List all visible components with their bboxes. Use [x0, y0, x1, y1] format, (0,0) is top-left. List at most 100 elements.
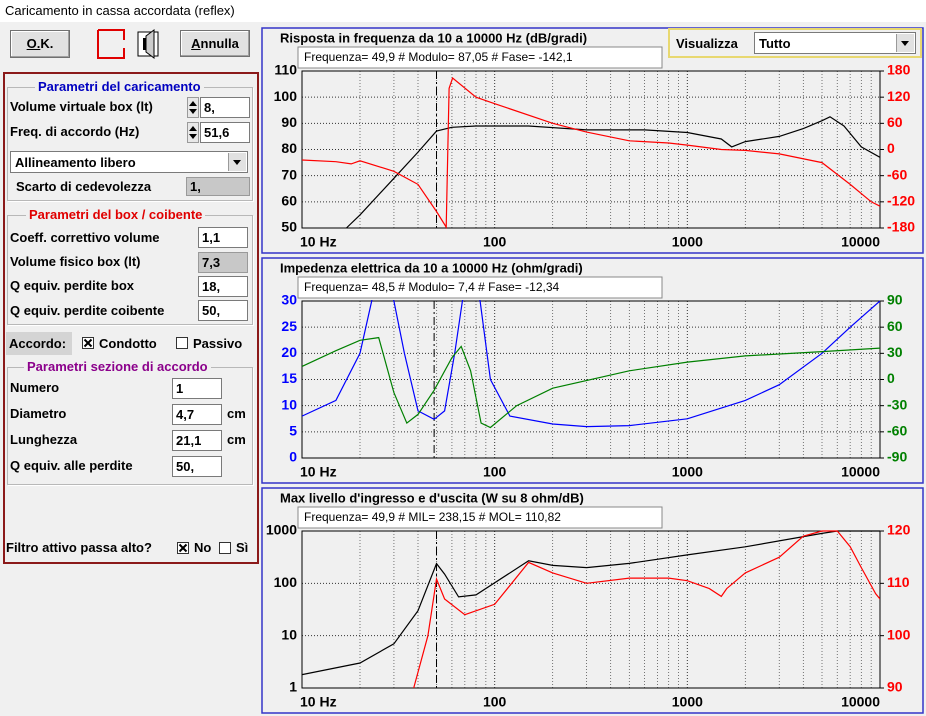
- text-input[interactable]: 50,: [198, 300, 248, 321]
- y-tick-label: 5: [289, 423, 297, 439]
- y-tick-label: 50: [281, 219, 297, 235]
- group-title: Parametri sezione di accordo: [24, 359, 211, 375]
- spin-button[interactable]: [187, 97, 199, 118]
- dropdown[interactable]: Allineamento libero: [10, 151, 248, 173]
- y2-tick-label: -30: [887, 396, 907, 412]
- x-tick-label: 100: [483, 234, 507, 250]
- text-input[interactable]: 21,1: [172, 430, 222, 451]
- y-tick-label: 80: [281, 140, 297, 156]
- chart-title: Impedenza elettrica da 10 a 10000 Hz (oh…: [280, 260, 583, 275]
- readout-box: [297, 276, 663, 299]
- text-input[interactable]: 1,1: [198, 227, 248, 248]
- y2-tick-label: 90: [887, 679, 903, 695]
- plot-frame: [301, 300, 881, 459]
- field-label: Volume virtuale box (lt): [10, 99, 153, 114]
- readout-box: [297, 46, 663, 69]
- text-input[interactable]: 50,: [172, 456, 222, 477]
- check-mark: [83, 338, 93, 348]
- y2-tick-label: -90: [887, 449, 907, 465]
- checkbox[interactable]: [176, 337, 188, 349]
- y-tick-label: 70: [281, 166, 297, 182]
- y2-tick-label: 30: [887, 344, 903, 360]
- x-tick-label: 10000: [841, 464, 880, 480]
- field-label: Scarto di cedevolezza: [16, 179, 152, 194]
- readout: Frequenza= 48,5 # Modulo= 7,4 # Fase= -1…: [304, 280, 560, 294]
- field-label: Q equiv. perdite coibente: [10, 303, 165, 318]
- x-tick-label: 10000: [841, 234, 880, 250]
- y-tick-label: 15: [281, 370, 297, 386]
- field-label: Freq. di accordo (Hz): [10, 124, 140, 139]
- checkbox[interactable]: [219, 542, 231, 554]
- checkbox[interactable]: [177, 542, 189, 554]
- y-tick-label: 100: [274, 88, 298, 104]
- cancel-button[interactable]: Annulla: [180, 30, 250, 57]
- chart-title: Max livello d'ingresso e d'uscita (W su …: [280, 490, 584, 505]
- speaker-icon: [97, 29, 159, 59]
- checkbox-label: Condotto: [99, 336, 157, 351]
- y-tick-label: 90: [281, 114, 297, 130]
- y2-tick-label: 120: [887, 88, 911, 104]
- series-line: [302, 336, 880, 429]
- y-tick-label: 0: [289, 449, 297, 465]
- y2-tick-label: 0: [887, 370, 895, 386]
- readonly-field: 1,: [186, 177, 250, 196]
- series-line: [302, 300, 880, 428]
- y-tick-label: 100: [274, 574, 298, 590]
- ok-label: O.K.: [26, 36, 54, 51]
- series-line: [413, 530, 880, 689]
- x-tick-label: 100: [483, 694, 507, 710]
- checkbox[interactable]: [82, 337, 94, 349]
- y2-tick-label: -180: [887, 219, 915, 235]
- spin-button[interactable]: [187, 122, 199, 143]
- field-label: Accordo:: [6, 332, 72, 355]
- x-tick-label: 100: [483, 464, 507, 480]
- y-tick-label: 20: [281, 344, 297, 360]
- x-tick-label: 1000: [672, 464, 703, 480]
- x-tick-label: 10 Hz: [300, 464, 337, 480]
- y-tick-label: 10: [281, 626, 297, 642]
- field-label: Coeff. correttivo volume: [10, 230, 160, 245]
- readout: Frequenza= 49,9 # Modulo= 87,05 # Fase= …: [304, 50, 573, 64]
- plot: 10 Hz 100 1000 10000 50 60 70 80 90 100 110 -180 -12…: [274, 62, 916, 250]
- field-label: Filtro attivo passa alto?: [6, 540, 152, 555]
- series-line: [302, 76, 880, 229]
- chart-title: Risposta in frequenza da 10 a 10000 Hz (…: [280, 30, 587, 45]
- view-label: Visualizza: [676, 36, 738, 51]
- y-tick-label: 110: [274, 62, 297, 78]
- y2-tick-label: 60: [887, 318, 903, 334]
- x-tick-label: 1000: [672, 234, 703, 250]
- y-tick-label: 10: [281, 396, 297, 412]
- x-tick-label: 10000: [841, 694, 880, 710]
- plot-frame: [301, 70, 881, 229]
- dropdown-value: Tutto: [759, 36, 791, 51]
- checkbox-label: No: [194, 540, 212, 555]
- readout-box: [297, 506, 663, 529]
- parameters-panel: [3, 72, 259, 564]
- field-label: Lunghezza: [10, 432, 78, 447]
- y2-tick-label: 120: [887, 522, 911, 538]
- y2-tick-label: 100: [887, 626, 911, 642]
- series-line: [302, 530, 880, 676]
- y2-tick-label: 90: [887, 292, 903, 308]
- field-label: Q equiv. perdite box: [10, 278, 135, 293]
- view-dropdown[interactable]: Tutto: [754, 32, 916, 54]
- x-tick-label: 10 Hz: [300, 234, 337, 250]
- check-mark: [178, 543, 188, 553]
- y-tick-label: 30: [281, 292, 297, 308]
- readout: Frequenza= 49,9 # MIL= 238,15 # MOL= 110…: [304, 510, 561, 524]
- ok-button[interactable]: O.K.: [10, 30, 70, 58]
- text-input[interactable]: 8,: [200, 97, 250, 118]
- readonly-field: 7,3: [198, 252, 248, 273]
- field-label: Q equiv. alle perdite: [10, 458, 133, 473]
- text-input[interactable]: 18,: [198, 276, 248, 297]
- unit-label: cm: [227, 406, 246, 421]
- text-input[interactable]: 51,6: [200, 122, 250, 143]
- text-input[interactable]: 4,7: [172, 404, 222, 425]
- y2-tick-label: -60: [887, 423, 907, 439]
- y-tick-label: 25: [281, 318, 297, 334]
- text-input[interactable]: 1: [172, 378, 222, 399]
- checkbox-label: Sì: [236, 540, 249, 555]
